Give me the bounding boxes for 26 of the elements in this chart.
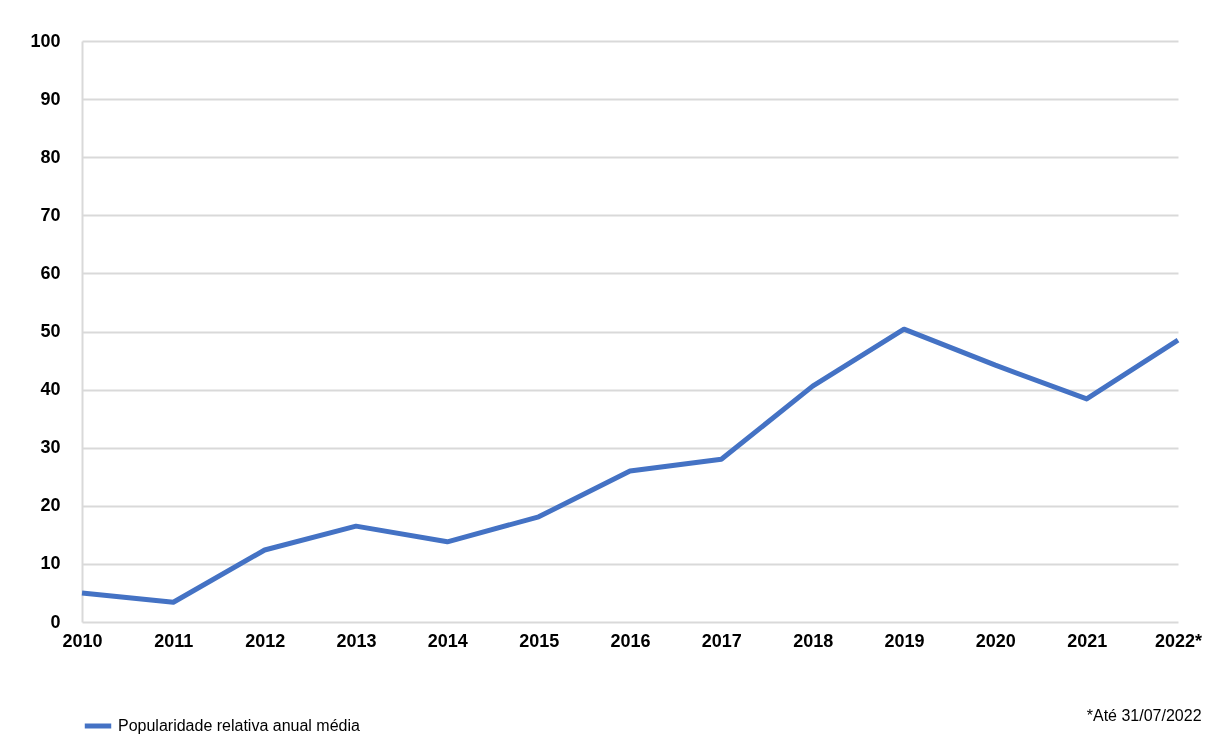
y-tick-label: 70 (40, 204, 61, 225)
x-tick-label: 2019 (884, 630, 925, 651)
y-tick-label: 50 (40, 321, 61, 341)
text: *Até 31/07/2022 (1086, 707, 1202, 724)
x-tick-label: 2022* (1154, 630, 1203, 651)
x-tick-label: 2021 (1067, 630, 1108, 651)
y-tick-label: 90 (40, 88, 61, 109)
x-tick-label: 2014 (427, 630, 468, 651)
x-tick-label: 2016 (610, 630, 651, 651)
x-tick-label: 2018 (793, 630, 834, 651)
x-tick-label: 2011 (154, 630, 194, 651)
y-tick-label: 10 (40, 553, 61, 574)
y-tick-label: 80 (40, 146, 61, 167)
x-tick-label: 2013 (336, 630, 377, 651)
legend-label: Popularidade relativa anual média (118, 717, 361, 734)
y-tick-label: 60 (40, 262, 61, 283)
x-tick-label: 2015 (519, 630, 560, 651)
x-tick-label: 2010 (62, 630, 103, 651)
y-tick-label: 100 (30, 30, 61, 51)
x-tick-label: 2012 (245, 630, 286, 651)
x-tick-label: 2020 (975, 630, 1016, 651)
x-tick-label: 2017 (701, 630, 742, 651)
y-tick-label: 0 (50, 611, 61, 632)
y-tick-label: 40 (40, 379, 61, 400)
y-tick-label: 20 (40, 495, 61, 516)
y-tick-label: 30 (40, 437, 61, 458)
